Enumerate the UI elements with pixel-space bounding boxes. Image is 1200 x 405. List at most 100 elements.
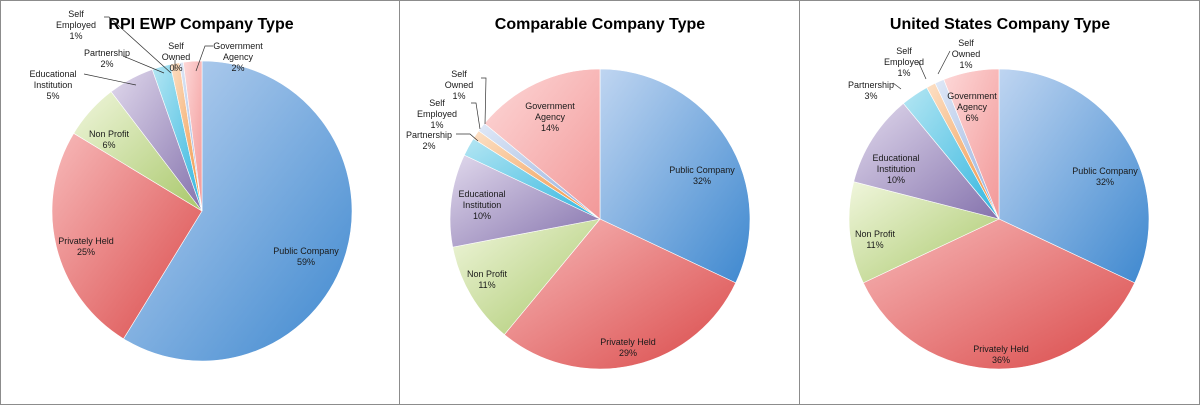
pie-slice-privately-held	[503, 218, 737, 370]
slice-label-name: Agency	[535, 112, 566, 122]
pie-slice-government-agency	[943, 68, 1000, 220]
slice-label-value: 2%	[231, 63, 244, 73]
pie-slice-public-company	[998, 68, 1150, 284]
slice-label-self-employed: Self Employed 1%	[56, 9, 96, 41]
pie-panel-united-states: United States Company Type Public Compan…	[800, 0, 1200, 405]
slice-label-value: 5%	[46, 91, 59, 101]
pie-slice-educational-institution	[449, 154, 601, 248]
slice-label-name: Owned	[952, 49, 981, 59]
slice-label-value: 2%	[422, 141, 435, 151]
slice-label-value: 29%	[619, 348, 637, 358]
pie-panel-rpi: RPI EWP Company Type Public Company 59% Pr…	[0, 0, 400, 405]
slice-label-name: Agency	[957, 102, 988, 112]
slice-label-name: Employed	[417, 109, 457, 119]
slice-label-government-agency: Government Agency 6%	[947, 91, 997, 123]
slice-label-name: Employed	[56, 20, 96, 30]
pie-panel-comparable: Comparable Company Type Public Company 32…	[400, 0, 800, 405]
slice-label-name: Institution	[463, 200, 502, 210]
slice-label-public-company: Public Company 32%	[669, 165, 735, 186]
slice-label-name: Self	[429, 98, 445, 108]
slice-label-name: Self	[958, 38, 974, 48]
leader-line-self-employed	[471, 102, 481, 130]
slice-label-educational-institution: Educational Institution 5%	[29, 69, 76, 101]
slice-label-value: 1%	[897, 68, 910, 78]
slice-label-name: Self	[168, 41, 184, 51]
slice-label-public-company: Public Company 32%	[1072, 166, 1138, 187]
slice-label-non-profit: Non Profit 11%	[855, 229, 896, 250]
pie-slice-public-company	[123, 60, 353, 362]
slice-label-privately-held: Privately Held 29%	[600, 337, 656, 358]
pie-slice-privately-held	[51, 132, 203, 340]
slice-label-value: 25%	[77, 247, 95, 257]
leader-line-partnership	[456, 133, 479, 142]
slice-label-non-profit: Non Profit 11%	[467, 269, 508, 290]
slice-label-educational-institution: Educational Institution 10%	[458, 189, 505, 221]
slice-label-government-agency: Government Agency 14%	[525, 101, 575, 133]
slice-label-value: 1%	[69, 31, 82, 41]
slice-label-name: Government	[947, 91, 997, 101]
slice-label-name: Partnership	[406, 130, 452, 140]
slice-label-value: 11%	[866, 240, 883, 250]
pie-slice-educational-institution	[853, 102, 1000, 220]
slice-label-value: 10%	[887, 175, 905, 185]
slice-label-value: 3%	[864, 91, 877, 101]
leader-line-government-agency	[195, 45, 213, 72]
leader-line-self-employed	[104, 16, 172, 74]
slice-label-value: 2%	[100, 59, 113, 69]
slice-label-name: Public Company	[273, 246, 339, 256]
slice-label-value: 6%	[102, 140, 115, 150]
pie-chart-comparable: Comparable Company Type Public Company 32…	[406, 16, 751, 370]
slice-label-value: 1%	[430, 120, 443, 130]
slice-label-value: 11%	[478, 280, 495, 290]
slice-label-value: 1%	[959, 60, 972, 70]
slice-label-name: Privately Held	[973, 344, 1029, 354]
slice-label-self-owned: Self Owned 1%	[952, 38, 981, 70]
slice-label-value: 59%	[297, 257, 315, 267]
slice-label-name: Public Company	[1072, 166, 1138, 176]
slice-label-value: 0%	[169, 63, 182, 73]
slice-label-educational-institution: Educational Institution 10%	[872, 153, 919, 185]
slice-label-partnership: Partnership 2%	[84, 48, 130, 69]
slice-label-name: Self	[896, 46, 912, 56]
slice-label-name: Government	[213, 41, 263, 51]
slice-label-name: Agency	[223, 52, 254, 62]
slice-label-name: Self	[451, 69, 467, 79]
slice-label-partnership: Partnership 2%	[406, 130, 452, 151]
pie-slice-privately-held	[862, 218, 1136, 370]
slice-label-value: 32%	[693, 176, 711, 186]
slice-label-non-profit: Non Profit 6%	[89, 129, 130, 150]
leader-line-partnership	[892, 82, 902, 90]
leader-line-self-owned	[937, 50, 951, 75]
slice-label-self-employed: Self Employed 1%	[417, 98, 457, 130]
slice-label-privately-held: Privately Held 25%	[58, 236, 114, 257]
slice-label-name: Non Profit	[855, 229, 896, 239]
slice-label-self-owned: Self Owned 0%	[162, 41, 191, 73]
slice-label-value: 1%	[452, 91, 465, 101]
leader-line-partnership	[122, 55, 165, 74]
leader-line-educational-institution	[83, 73, 137, 86]
chart-title: United States Company Type	[890, 16, 1110, 33]
slice-label-value: 32%	[1096, 177, 1114, 187]
slice-label-privately-held: Privately Held 36%	[973, 344, 1029, 365]
slice-label-name: Owned	[445, 80, 474, 90]
slice-label-value: 14%	[541, 123, 559, 133]
slice-label-self-owned: Self Owned 1%	[445, 69, 474, 101]
slice-label-name: Partnership	[848, 80, 894, 90]
slice-label-name: Privately Held	[58, 236, 114, 246]
pie-slice-non-profit	[452, 218, 601, 336]
slice-label-name: Non Profit	[467, 269, 508, 279]
pie-slice-non-profit	[848, 181, 1000, 284]
chart-title: Comparable Company Type	[495, 16, 706, 33]
slice-label-name: Non Profit	[89, 129, 130, 139]
leader-line-self-employed	[917, 60, 927, 80]
slice-label-name: Owned	[162, 52, 191, 62]
slice-label-name: Institution	[34, 80, 73, 90]
slice-label-name: Government	[525, 101, 575, 111]
pie-chart-united-states: United States Company Type Public Compan…	[848, 16, 1150, 370]
slice-label-value: 6%	[965, 113, 978, 123]
slice-label-public-company: Public Company 59%	[273, 246, 339, 267]
slice-label-name: Educational	[872, 153, 919, 163]
leader-line-self-owned	[481, 77, 487, 125]
slice-label-name: Educational	[458, 189, 505, 199]
pie-slice-government-agency	[483, 68, 601, 220]
